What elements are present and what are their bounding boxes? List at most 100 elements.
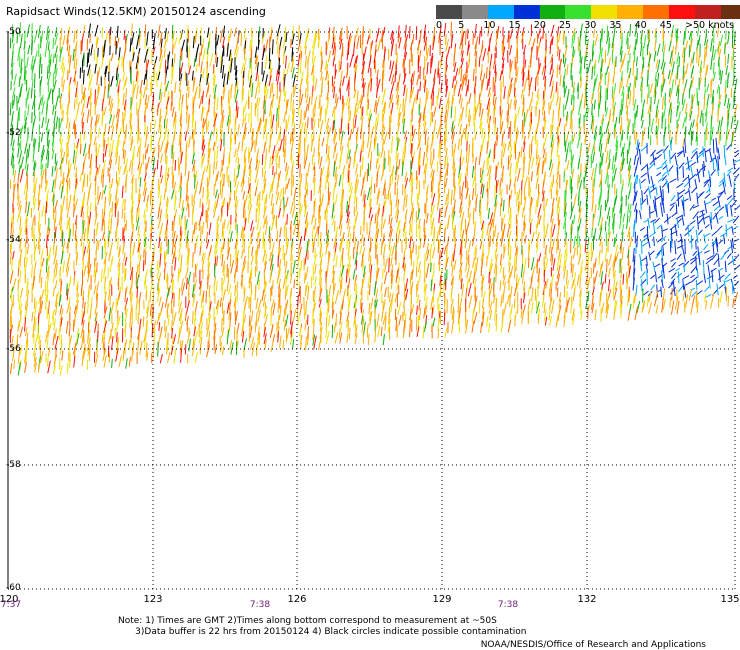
wind-barb [304,222,309,237]
wind-barb [607,43,611,56]
wind-barb [555,170,560,184]
wind-barb [513,267,516,279]
wind-barb [178,30,183,45]
wind-barb [417,218,421,229]
wind-barb [202,38,205,49]
wind-barb [89,153,93,169]
wind-barb [118,155,120,171]
wind-barb [669,287,677,295]
wind-barb [444,296,446,308]
wind-barb [513,87,516,97]
wind-barb [347,264,352,278]
wind-barb [263,253,268,266]
wind-barb [648,291,652,303]
wind-barb [86,242,90,254]
wind-barb [282,205,286,218]
wind-barb [166,196,169,207]
wind-barb [528,37,532,46]
wind-barb [430,204,435,219]
wind-barb [116,139,120,152]
wind-barb [641,76,643,88]
wind-barb [717,147,721,160]
wind-barb [578,193,580,206]
wind-barb [59,308,64,321]
wind-barb [404,130,408,139]
wind-barb [269,251,272,262]
wind-barb [345,68,349,79]
wind-barb [256,152,259,164]
wind-barb [577,253,582,265]
wind-barb [255,248,259,261]
wind-barb [75,88,78,98]
wind-barb [571,264,574,279]
wind-barb [726,197,734,206]
wind-barb [677,191,680,207]
wind-barb [20,67,23,80]
wind-barb [193,165,196,178]
wind-barb [59,139,63,152]
wind-barb [144,134,148,148]
wind-barb [632,223,636,238]
wind-barb [199,27,203,39]
wind-barb [305,266,309,280]
wind-barb [655,304,659,314]
wind-barb [143,225,147,236]
wind-barb [164,28,167,40]
wind-barb [312,119,316,133]
wind-barb [272,165,274,176]
wind-barb [298,129,302,141]
wind-barb [628,135,631,147]
wind-barb [75,173,78,183]
wind-barb [80,92,85,104]
wind-barb [405,88,408,103]
wind-barb [264,89,269,103]
wind-barb [622,143,626,154]
wind-barb [494,71,498,86]
wind-barb [157,71,161,81]
wind-barb [157,187,161,199]
wind-barb [461,31,465,46]
wind-barb [502,267,505,279]
wind-barb [731,199,738,208]
wind-barb [257,74,260,87]
wind-barb [144,48,149,63]
wind-barb [66,301,71,314]
wind-barb [116,25,119,38]
wind-barb [282,307,286,322]
wind-barb [251,131,255,146]
wind-barb [213,204,218,219]
wind-barb [202,290,205,303]
wind-barb [191,230,194,244]
wind-barb [291,67,295,79]
wind-barb [228,299,232,311]
wind-barb [380,124,385,136]
wind-barb [242,203,246,218]
wind-barb [258,203,261,217]
wind-barb [486,222,490,236]
wind-barb [54,33,59,46]
wind-barb [255,133,258,146]
wind-barb [670,57,674,67]
wind-barb [234,195,238,207]
wind-barb [24,143,28,154]
wind-barb [446,163,449,176]
wind-barb [66,219,69,231]
wind-barb [180,123,183,133]
wind-barb [338,215,343,230]
wind-barb [240,175,245,187]
wind-barb [282,35,287,49]
wind-barb [459,201,462,213]
wind-barb [26,243,30,254]
wind-barb [527,70,530,81]
wind-barb [244,100,248,112]
wind-barb [501,46,506,61]
wind-barb [214,239,218,254]
wind-barb [54,160,58,172]
wind-barb [346,153,349,165]
wind-barb [642,300,646,310]
wind-barb [591,302,595,314]
wind-barb [412,70,415,86]
wind-barb [715,212,719,224]
wind-barb [501,213,506,226]
wind-barb [303,155,308,169]
